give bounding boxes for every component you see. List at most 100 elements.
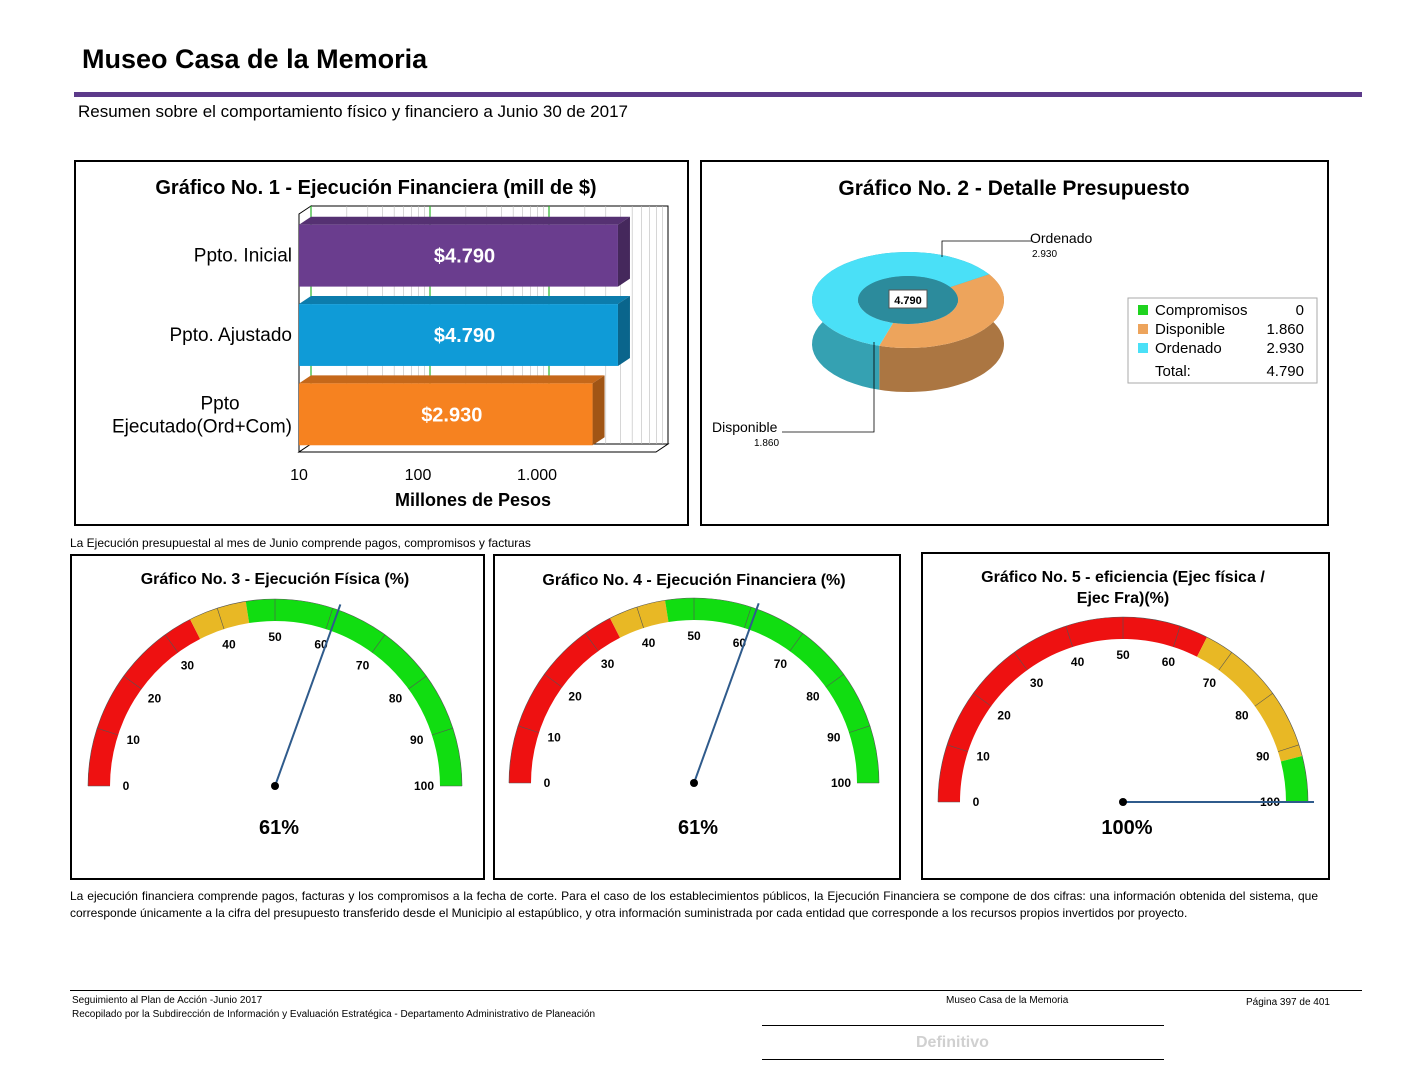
chart-1-category-label: Ppto Ejecutado(Ord+Com)	[112, 393, 292, 437]
gauge-separator	[97, 727, 119, 736]
gauge-tick-label: 90	[827, 731, 841, 745]
chart-4-svg: Gráfico No. 4 - Ejecución Financiera (%)…	[508, 572, 880, 839]
gauge-separator	[544, 674, 563, 688]
chart-1-data-label: $4.790	[434, 246, 495, 268]
footer-page: Página 397 de 401	[1246, 997, 1330, 1008]
gauge-band	[509, 618, 620, 783]
gauge-band	[1280, 755, 1308, 802]
chart-1-bar-side	[617, 216, 630, 287]
gauge-separator	[973, 693, 992, 707]
gauge-tick-label: 50	[1116, 648, 1130, 662]
chart-2-legend-label: Compromisos	[1155, 302, 1248, 319]
gauge-tick-label: 30	[181, 658, 195, 672]
note-financial: La ejecución financiera comprende pagos,…	[70, 889, 1318, 920]
gauge-tick-label: 100	[831, 776, 851, 790]
chart-2-legend-swatch	[1138, 324, 1148, 334]
gauge-tick-label: 0	[973, 795, 980, 809]
chart-2-legend-label: Disponible	[1155, 321, 1225, 338]
chart-2-slice	[879, 274, 1004, 348]
chart-2-panel: Gráfico No. 2 - Detalle Presupuesto 4.790…	[700, 160, 1329, 526]
gauge-separator	[946, 744, 969, 752]
chart-2-legend-total-label: Total:	[1155, 363, 1191, 380]
gauge-tick-label: 80	[1235, 709, 1249, 723]
gauge-separator	[325, 608, 334, 630]
chart-2-title: Gráfico No. 2 - Detalle Presupuesto	[838, 177, 1189, 200]
gauge-band	[938, 617, 1207, 802]
gauge-tick-label: 0	[123, 779, 130, 793]
gauge-pivot	[1119, 798, 1127, 806]
chart-1-bar	[299, 224, 618, 287]
gauge-title: Gráfico No. 5 - eficiencia (Ejec física …	[981, 569, 1265, 607]
chart-1-tick-label: 1.000	[517, 467, 557, 484]
gauge-separator	[216, 608, 225, 630]
chart-3-svg: Gráfico No. 3 - Ejecución Física (%) 0 10 2…	[87, 571, 463, 839]
gauge-tick-label: 90	[1256, 750, 1270, 764]
gauge-band	[245, 599, 462, 786]
gauge-separator	[744, 606, 752, 629]
chart-5-panel: Gráfico No. 5 - eficiencia (Ejec física …	[921, 552, 1330, 880]
chart-1-title: Gráfico No. 1 - Ejecución Financiera (mi…	[155, 177, 596, 199]
chart-2-leader-line	[941, 240, 1032, 257]
gauge-value: 61%	[678, 817, 718, 839]
gauge-separator	[1277, 744, 1300, 752]
chart-1-bar-top	[299, 375, 605, 384]
gauge-separator	[585, 633, 599, 652]
chart-2-center-label: 4.790	[894, 295, 922, 307]
gauge-pivot	[690, 779, 698, 787]
chart-5-svg: Gráfico No. 5 - eficiencia (Ejec física …	[937, 569, 1314, 839]
gauge-tick-label: 80	[389, 691, 403, 705]
footer-rule	[70, 990, 1362, 991]
header-rule	[74, 92, 1362, 97]
chart-1-xlabel: Millones de Pesos	[395, 490, 551, 510]
gauge-tick-label: 70	[356, 658, 370, 672]
chart-1-bar-side	[592, 375, 605, 446]
gauge-separator	[1254, 693, 1273, 707]
signature-line-top	[762, 1025, 1164, 1026]
gauge-outline	[508, 597, 880, 784]
gauge-tick-label: 20	[148, 691, 162, 705]
gauge-tick-label: 80	[806, 690, 820, 704]
chart-2-legend-value: 0	[1296, 302, 1304, 319]
gauge-separator	[825, 674, 844, 688]
signature-line-bottom	[762, 1059, 1164, 1060]
chart-1-bar-side	[617, 296, 630, 366]
gauge-separator	[1014, 652, 1028, 671]
gauge-needle	[693, 602, 760, 784]
chart-2-leader-label: Disponible	[712, 419, 778, 435]
chart-1-data-label: $4.790	[434, 325, 495, 347]
gauge-tick-label: 10	[127, 733, 141, 747]
chart-1-category-label: Ppto. Ajustado	[169, 325, 292, 346]
chart-1-tick-label: 10	[290, 467, 308, 484]
gauge-separator	[1173, 625, 1181, 648]
gauge-outline	[87, 598, 463, 787]
chart-2-legend-label: Ordenado	[1155, 340, 1222, 357]
gauge-tick-label: 70	[774, 657, 788, 671]
gauge-band	[88, 619, 201, 786]
gauge-value: 61%	[259, 817, 299, 839]
gauge-outline	[937, 616, 1309, 803]
chart-2-legend-value: 1.860	[1266, 321, 1304, 338]
gauge-band	[665, 598, 879, 783]
footer-line-2: Recopilado por la Subdirección de Inform…	[72, 1009, 596, 1020]
chart-4-panel: Gráfico No. 4 - Ejecución Financiera (%)…	[493, 554, 901, 880]
chart-2-leader-value: 1.860	[754, 438, 779, 449]
chart-2-leader-line	[782, 342, 875, 433]
gauge-band	[610, 600, 669, 638]
gauge-separator	[164, 634, 179, 653]
footer-entity: Museo Casa de la Memoria	[946, 995, 1069, 1006]
gauge-tick-label: 50	[268, 630, 282, 644]
chart-1-bar-top	[299, 296, 630, 305]
gauge-needle	[274, 604, 342, 787]
chart-1-floor	[297, 443, 670, 453]
chart-2-legend	[1127, 297, 1318, 384]
gauge-separator	[371, 634, 386, 653]
gauge-tick-label: 10	[548, 731, 562, 745]
gauge-tick-label: 60	[1162, 655, 1176, 669]
gauge-separator	[636, 606, 644, 629]
document-status: Definitivo	[916, 1034, 989, 1051]
gauge-pivot	[271, 782, 279, 790]
chart-2-legend-swatch	[1138, 305, 1148, 315]
gauge-tick-label: 70	[1203, 676, 1217, 690]
gauge-tick-label: 10	[977, 750, 991, 764]
gauge-separator	[848, 725, 871, 733]
